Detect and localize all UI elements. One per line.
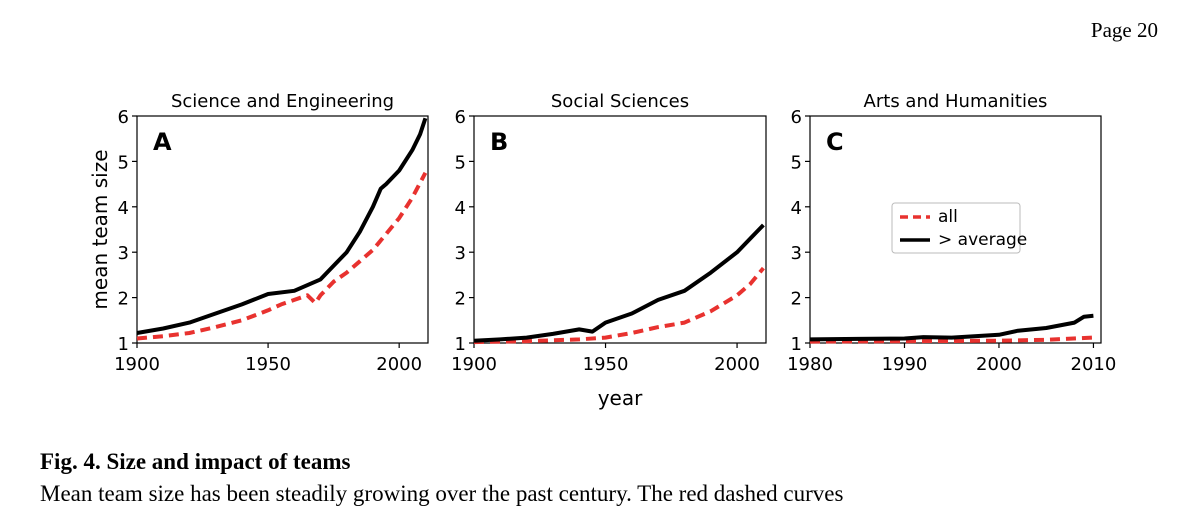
- panel-b-letter: B: [490, 128, 508, 156]
- panel-a-xtick-label: 1900: [114, 354, 160, 375]
- y-axis-label: mean team size: [88, 149, 112, 309]
- panel-c-ytick-label: 3: [791, 243, 802, 264]
- panel-a-xtick-label: 1950: [245, 354, 291, 375]
- panel-c-ytick-label: 1: [791, 334, 802, 355]
- panel-a-ytick-label: 5: [118, 152, 129, 173]
- panel-c-xtick-label: 2010: [1071, 354, 1117, 375]
- panel-c-xtick-label: 1980: [787, 354, 833, 375]
- panel-a-ytick-label: 6: [118, 107, 129, 128]
- panel-b-ytick-label: 4: [455, 198, 466, 219]
- figure-caption-text: Mean team size has been steadily growing…: [40, 481, 844, 506]
- panel-c-ytick-label: 6: [791, 107, 802, 128]
- panel-a-ytick-label: 4: [118, 198, 129, 219]
- panel-c-series-above-average-line: [809, 313, 1094, 342]
- team-size-figure: 1 2 3 4 5 6 1900 1950 2000 Science and Engineerin…: [88, 91, 1117, 410]
- panel-a-xtick-label: 2000: [376, 354, 422, 375]
- panel-a-ytick-label: 3: [118, 243, 129, 264]
- panel-b-ytick-label: 3: [455, 243, 466, 264]
- panel-a-ytick-label: 2: [118, 289, 129, 310]
- panel-c-ytick-label: 4: [791, 198, 802, 219]
- panel-c-xtick-label: 1990: [882, 354, 928, 375]
- page-number: Page 20: [1090, 18, 1158, 42]
- panel-b-ytick-label: 6: [455, 107, 466, 128]
- panel-b-ytick-label: 2: [455, 289, 466, 310]
- panel-a-ytick-label: 1: [118, 334, 129, 355]
- panel-c-title: Arts and Humanities: [864, 91, 1048, 112]
- panel-a-title: Science and Engineering: [171, 91, 394, 112]
- panel-b-frame: [473, 115, 767, 344]
- panel-b-xtick-label: 1950: [583, 354, 629, 375]
- panel-b-ytick-label: 5: [455, 152, 466, 173]
- panel-c-xtick-label: 2000: [976, 354, 1022, 375]
- legend-above-average-label: > average: [938, 230, 1027, 250]
- panel-b-xtick-label: 2000: [714, 354, 760, 375]
- legend-all-label: all: [938, 207, 958, 227]
- panel-a-series-above-average-line: [136, 117, 428, 335]
- panel-a-series-all-line: [136, 171, 428, 341]
- panel-a-letter: A: [153, 128, 172, 156]
- panel-b-title: Social Sciences: [551, 91, 689, 112]
- panel-c-letter: C: [826, 128, 844, 156]
- panel-c-frame: [809, 115, 1102, 344]
- panel-b-series-all-line: [473, 266, 765, 345]
- panel-b-ytick-label: 1: [455, 334, 466, 355]
- panel-c-ytick-label: 2: [791, 289, 802, 310]
- panel-c-ytick-label: 5: [791, 152, 802, 173]
- x-axis-label: year: [598, 386, 643, 410]
- panel-b-xtick-label: 1900: [451, 354, 497, 375]
- panel-a-frame: [136, 115, 429, 344]
- figure-caption-title: Fig. 4. Size and impact of teams: [40, 449, 351, 474]
- panel-b-series-above-average-line: [473, 223, 765, 343]
